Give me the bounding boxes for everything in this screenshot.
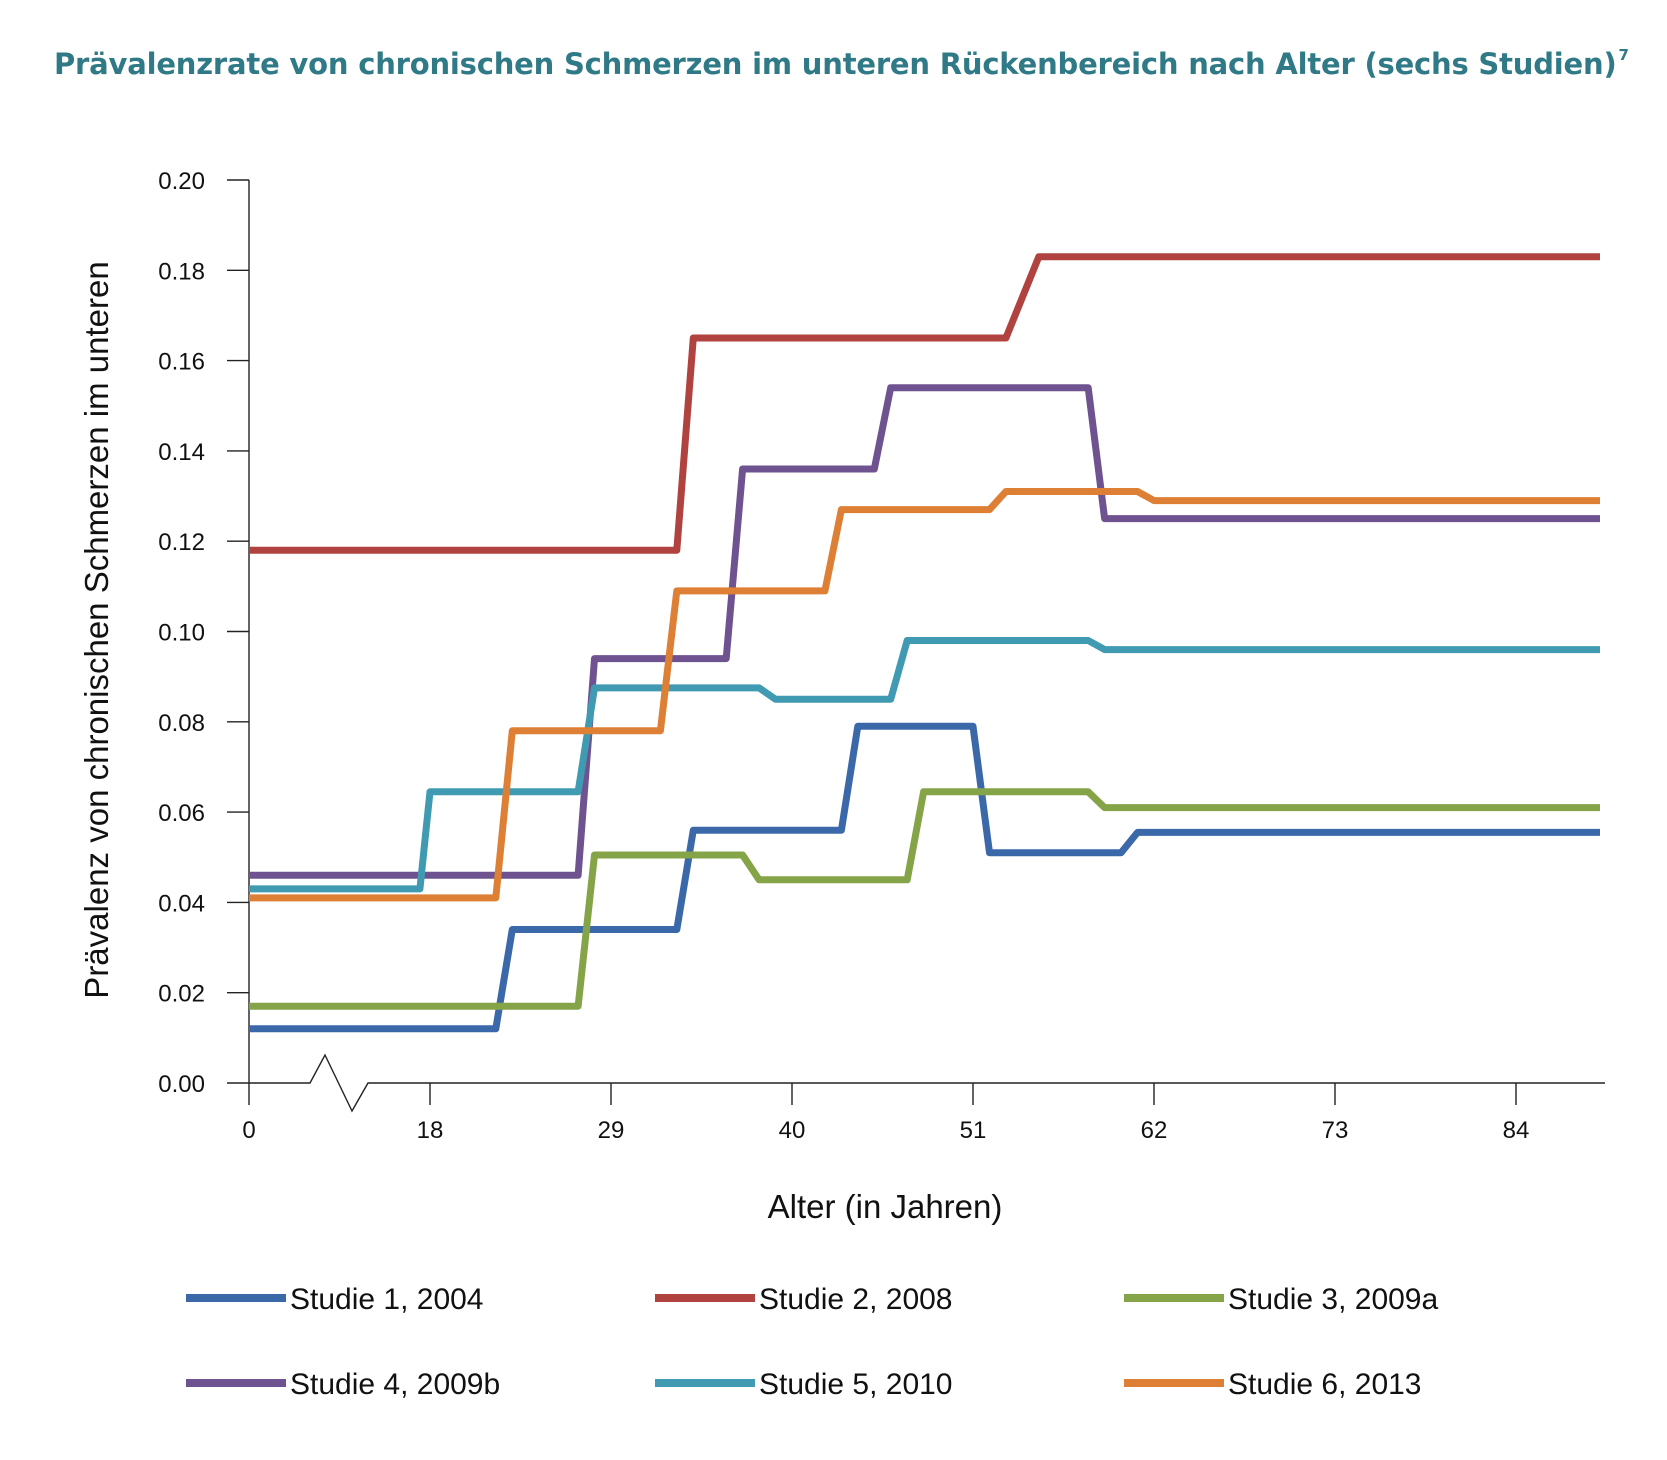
- y-tick-label: 0.18: [158, 258, 205, 285]
- legend-label-5: Studie 5, 2010: [759, 1368, 953, 1401]
- title-footnote: 7: [1618, 46, 1629, 64]
- x-tick-label: 40: [779, 1117, 806, 1144]
- legend-label-4: Studie 4, 2009b: [290, 1368, 500, 1401]
- y-tick-label: 0.12: [158, 529, 205, 556]
- x-axis-label: Alter (in Jahren): [768, 1188, 1003, 1225]
- chart-title: Prävalenzrate von chronischen Schmerzen …: [54, 46, 1634, 81]
- y-tick-label: 0.14: [158, 439, 205, 466]
- series-line-3: [249, 788, 1600, 1010]
- y-tick-label: 0.08: [158, 710, 205, 737]
- series-line-6: [249, 488, 1600, 902]
- y-tick-label: 0.16: [158, 349, 205, 376]
- y-tick-label: 0.20: [158, 168, 205, 195]
- axes: 0.00 0.02 0.04 0.06 0.08 0.10 0.12 0.14 0.16 0.18…: [78, 168, 1605, 1225]
- x-axis-line: [249, 1053, 1605, 1113]
- series-line-2: [249, 253, 1600, 554]
- x-tick-label: 0: [242, 1117, 255, 1144]
- x-tick-label: 84: [1503, 1117, 1530, 1144]
- legend-label-6: Studie 6, 2013: [1228, 1368, 1422, 1401]
- y-tick-label: 0.10: [158, 620, 205, 647]
- x-tick-label: 29: [598, 1117, 625, 1144]
- series-line-4: [249, 384, 1600, 879]
- y-tick-label: 0.04: [158, 890, 205, 917]
- legend-label-3: Studie 3, 2009a: [1228, 1283, 1438, 1316]
- x-tick-label: 62: [1141, 1117, 1168, 1144]
- legend-label-2: Studie 2, 2008: [759, 1283, 953, 1316]
- legend: Studie 1, 2004 Studie 2, 2008 Studie 3, 20…: [186, 1283, 1438, 1401]
- x-tick-label: 18: [417, 1117, 444, 1144]
- x-tick-label: 51: [960, 1117, 987, 1144]
- series-line-5: [249, 637, 1600, 893]
- series-line-1: [249, 722, 1600, 1033]
- y-tick-label: 0.00: [158, 1071, 205, 1098]
- y-tick-label: 0.02: [158, 981, 205, 1008]
- chart-title-text: Prävalenzrate von chronischen Schmerzen …: [54, 47, 1617, 81]
- x-tick-label: 73: [1322, 1117, 1349, 1144]
- series-layer: [249, 253, 1600, 1033]
- legend-label-1: Studie 1, 2004: [290, 1283, 484, 1316]
- y-tick-label: 0.06: [158, 800, 205, 827]
- y-axis-label: Prävalenz von chronischen Schmerzen im u…: [78, 261, 115, 998]
